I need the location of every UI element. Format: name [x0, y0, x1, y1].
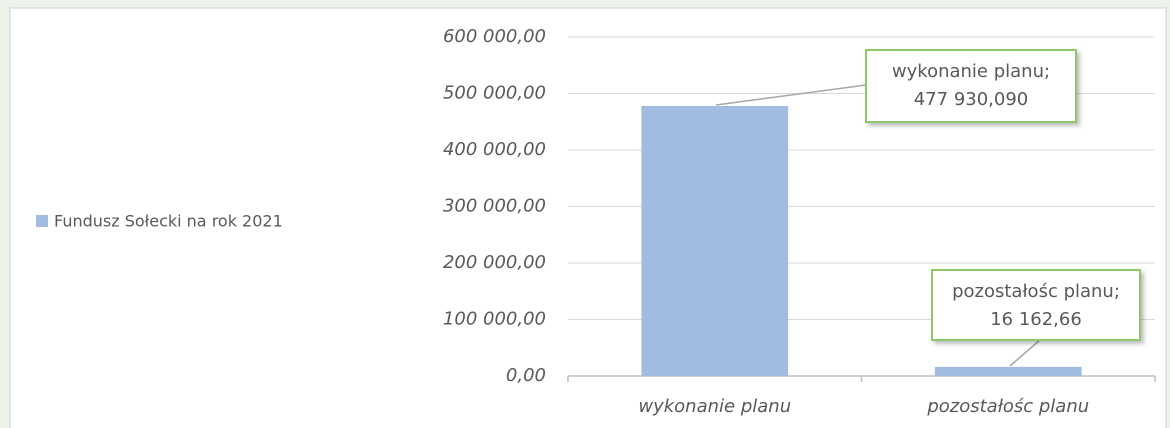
bar	[934, 366, 1082, 376]
leader-line	[1009, 339, 1041, 367]
y-tick-label: 0,00	[506, 365, 546, 386]
y-tick-label: 500 000,00	[443, 83, 546, 104]
x-tick-label: pozostałośc planu	[926, 396, 1089, 417]
data-label-category: wykonanie planu;	[892, 61, 1050, 82]
y-tick-label: 300 000,00	[443, 196, 546, 217]
data-label-value: 477 930,090	[914, 89, 1029, 110]
bar	[641, 105, 789, 377]
data-label-box	[865, 49, 1077, 123]
y-tick-label: 600 000,00	[443, 26, 546, 47]
data-label-category-name: pozostałośc planu	[952, 281, 1114, 302]
data-label-category-name: wykonanie planu	[892, 61, 1044, 82]
legend-label: Fundusz Sołecki na rok 2021	[54, 212, 283, 231]
data-label-category: pozostałośc planu;	[952, 281, 1120, 302]
data-label-separator: ;	[1044, 61, 1050, 82]
data-label-separator: ;	[1114, 281, 1120, 302]
y-tick-label: 200 000,00	[443, 252, 546, 273]
x-tick-label: wykonanie planu	[638, 396, 791, 417]
y-tick-label: 400 000,00	[443, 139, 546, 160]
leader-line	[715, 84, 867, 106]
y-tick-label: 100 000,00	[443, 309, 546, 330]
data-label-box	[931, 269, 1141, 341]
data-label-value: 16 162,66	[990, 309, 1082, 330]
legend-swatch	[36, 215, 48, 227]
